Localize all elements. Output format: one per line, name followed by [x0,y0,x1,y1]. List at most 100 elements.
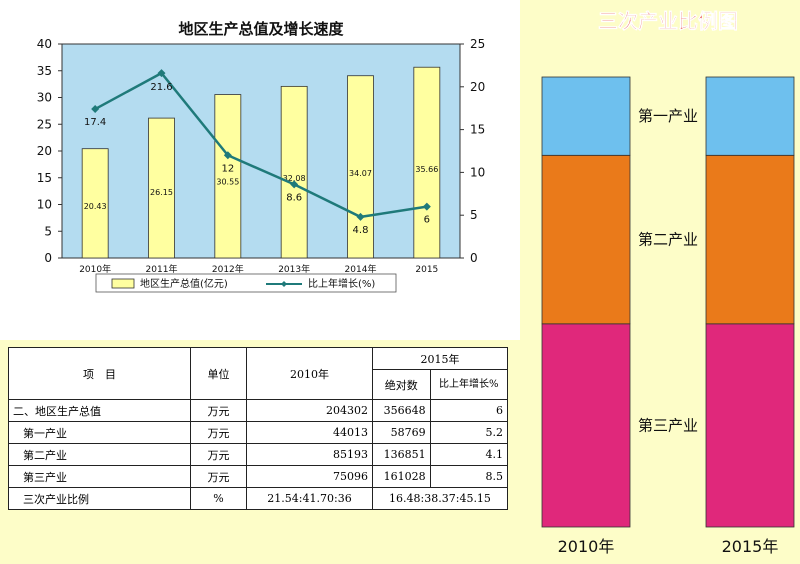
cell-2010: 21.54:41.70:36 [246,487,373,510]
y-right-tick-label: 15 [470,123,485,137]
y-right-tick-label: 0 [470,251,478,265]
bar-value-label: 26.15 [150,188,173,197]
y-right-tick-label: 25 [470,37,485,51]
cell-2010: 85193 [246,443,373,466]
cell-absolute: 58769 [372,421,431,444]
cell-item: 第二产业 [8,443,191,466]
chart-title: 地区生产总值及增长速度 [178,20,344,38]
header-absolute: 绝对数 [372,369,431,400]
growth-value-label: 12 [221,163,234,174]
y-right-tick-label: 5 [470,208,478,222]
statistics-table: 项 目 单位 2010年 2015年 绝对数 比上年增长% 二、地区生产总值 万… [8,347,509,510]
stack-segment [541,323,631,528]
y-left-tick-label: 0 [44,251,52,265]
growth-point [223,151,232,160]
cell-2010: 44013 [246,421,373,444]
growth-point [91,105,100,114]
bar-value-label: 30.55 [216,177,239,186]
x-tick-label: 2013年 [278,263,310,275]
growth-point [422,202,431,211]
cell-2010: 75096 [246,465,373,488]
cell-growth: 6 [429,399,509,422]
table-row: 第一产业 万元 44013 58769 5.2 [8,421,509,444]
growth-value-label: 6 [424,215,430,226]
x-tick-label: 2011年 [146,263,178,275]
bar [214,94,242,259]
chart-title: 三次产业比例图 [598,9,738,33]
cell-absolute: 16.48:38.37:45.15 [372,487,508,510]
stack-segment [705,323,795,528]
x-tick-label: 2010年 [79,263,111,275]
growth-point [157,69,166,78]
gdp-growth-chart: 地区生产总值及增长速度 0 5 10 15 20 25 30 35 40 0 5 10 15 20 25 20.… [0,0,520,340]
x-tick-label: 2012年 [212,263,244,275]
stack-segment [705,76,795,156]
bar-value-label: 35.66 [415,165,438,174]
bar [280,85,308,259]
header-growth: 比上年增长% [429,369,509,400]
stack-segment [705,154,795,325]
cell-item: 第三产业 [8,465,191,488]
bar [413,66,441,259]
y-right-tick-label: 20 [470,80,485,94]
segment-label: 第二产业 [638,231,698,249]
plot-area [61,43,461,259]
bar-value-label: 32.08 [283,174,306,183]
header-2015: 2015年 [372,347,508,370]
table-row: 二、地区生产总值 万元 204302 356648 6 [8,399,509,422]
table-subheader-row: 绝对数 比上年增长% [9,369,509,400]
cell-unit: 万元 [190,443,247,466]
legend-label-line: 比上年增长(%) [308,277,375,290]
stack-segment [541,154,631,325]
y-left-tick-label: 25 [37,117,52,131]
cell-2010: 204302 [246,399,373,422]
cell-growth: 8.5 [429,465,509,488]
header-unit: 单位 [190,347,247,400]
cell-absolute: 356648 [372,399,431,422]
legend-swatch-marker [281,281,287,287]
cell-item: 三次产业比例 [8,487,191,510]
stack-segment [541,76,631,156]
x-category-label: 2010年 [558,537,615,556]
y-right-tick-label: 10 [470,165,485,179]
y-left-tick-label: 5 [44,224,52,238]
growth-value-label: 21.6 [150,82,172,93]
table-header-row: 项 目 单位 2010年 2015年 [8,347,508,400]
y-left-tick-label: 20 [37,144,52,158]
cell-absolute: 161028 [372,465,431,488]
segment-label: 第三产业 [638,416,698,434]
bar [148,117,175,259]
growth-point [290,180,299,189]
cell-unit: % [190,487,247,510]
growth-value-label: 8.6 [286,192,302,203]
bar [81,148,109,259]
cell-item: 第一产业 [8,421,191,444]
segment-label: 第一产业 [638,107,698,125]
y-left-tick-label: 15 [37,171,52,185]
y-left-tick-label: 40 [37,37,52,51]
cell-unit: 万元 [190,465,247,488]
growth-line [94,71,428,219]
table-row: 第二产业 万元 85193 136851 4.1 [8,443,509,466]
x-tick-label: 2014年 [345,263,377,275]
legend-label-bar: 地区生产总值(亿元) [140,277,228,290]
x-tick-label: 2015 [415,265,438,275]
y-left-tick-label: 10 [37,198,52,212]
cell-item: 二、地区生产总值 [8,399,191,422]
y-left-tick-label: 30 [37,91,52,105]
legend-box [95,273,397,293]
cell-growth: 5.2 [429,421,509,444]
growth-point [356,212,365,221]
growth-value-label: 17.4 [84,117,106,128]
cell-absolute: 136851 [372,443,431,466]
growth-value-label: 4.8 [353,225,369,236]
bar-value-label: 34.07 [349,169,372,178]
cell-unit: 万元 [190,421,247,444]
table-row: 三次产业比例 % 21.54:41.70:36 16.48:38.37:45.1… [8,487,508,510]
bar [347,75,374,259]
bar-value-label: 20.43 [84,202,107,211]
table-row: 第三产业 万元 75096 161028 8.5 [8,465,509,488]
y-left-tick-label: 35 [37,64,52,78]
cell-growth: 4.1 [429,443,509,466]
